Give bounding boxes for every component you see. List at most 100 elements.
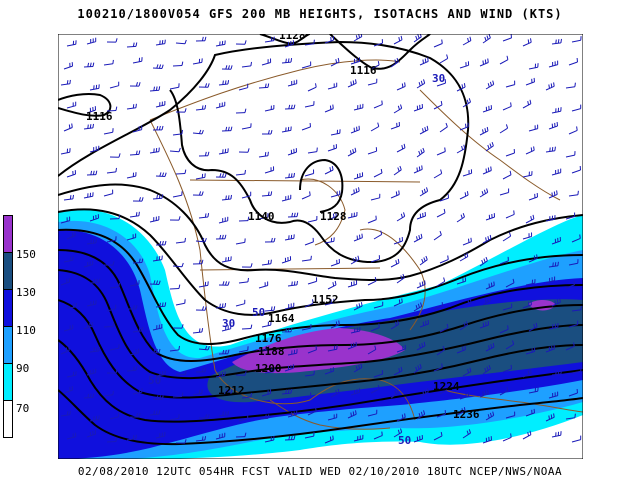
wind-barb-flag xyxy=(224,349,227,354)
wind-barb xyxy=(60,414,70,417)
wind-barb-flag xyxy=(288,173,290,178)
wind-barb-flag xyxy=(381,431,383,436)
wind-barb-flag xyxy=(463,322,466,327)
wind-barb-flag xyxy=(227,195,230,200)
wind-barb-flag xyxy=(293,104,296,109)
wind-barb xyxy=(304,173,314,177)
wind-barb-flag xyxy=(560,369,562,374)
wind-barb xyxy=(551,172,561,176)
wind-barb-flag xyxy=(489,234,492,240)
wind-barb xyxy=(66,436,76,440)
wind-barb-flag xyxy=(427,388,429,393)
wind-barb-flag xyxy=(419,344,421,349)
wind-barb-flag xyxy=(418,413,421,418)
wind-barb xyxy=(126,237,136,241)
wind-barb-flag xyxy=(135,305,138,310)
wind-barb-flag xyxy=(335,390,338,395)
wind-barb-flag xyxy=(378,323,380,328)
wind-barb-flag xyxy=(184,39,187,44)
wind-barb-flag xyxy=(417,303,420,308)
contour-1116-nw xyxy=(58,92,112,117)
wind-barb xyxy=(413,305,422,312)
wind-barb-flag xyxy=(529,99,532,104)
wind-barb-flag xyxy=(486,297,489,302)
wind-barb xyxy=(301,327,311,331)
wind-barb xyxy=(129,215,139,218)
wind-barb-flag xyxy=(204,105,207,110)
wind-barb-flag xyxy=(418,166,421,171)
wind-barb xyxy=(169,417,179,421)
wind-barb-flag xyxy=(358,303,361,308)
wind-barb xyxy=(241,126,251,130)
wind-barb-flag xyxy=(270,259,272,264)
wind-barb xyxy=(60,83,70,86)
contour-1140 xyxy=(58,40,470,264)
wind-barb-flag xyxy=(485,168,487,173)
wind-barb xyxy=(459,395,469,400)
wind-barb-flag xyxy=(184,370,187,375)
wind-barb-flag xyxy=(221,303,224,308)
wind-barb xyxy=(327,86,337,90)
scale-swatch-110 xyxy=(3,289,13,327)
wind-barb-flag xyxy=(288,104,291,109)
wind-barb xyxy=(132,330,142,333)
wind-barb xyxy=(304,302,314,308)
wind-barb xyxy=(433,172,442,179)
contour-1176 xyxy=(58,228,583,345)
wind-barb xyxy=(528,196,538,201)
wind-barb-flag xyxy=(467,37,470,43)
wind-barb-flag xyxy=(287,327,290,332)
wind-barb-flag xyxy=(401,414,404,419)
wind-barb xyxy=(149,89,160,92)
wind-barb-flag xyxy=(553,413,555,418)
wind-barb xyxy=(63,389,73,394)
wind-barb-flag xyxy=(329,436,332,441)
wind-barb-flag xyxy=(178,345,180,350)
wind-barb xyxy=(502,105,512,111)
wind-barb xyxy=(129,283,139,287)
wind-barb-flag xyxy=(112,59,114,64)
wind-barb-flag xyxy=(71,123,73,128)
wind-barb xyxy=(416,215,426,220)
wind-barb xyxy=(545,218,555,222)
wind-barb-flag xyxy=(138,82,141,87)
wind-barb xyxy=(258,285,268,289)
wind-barb-flag xyxy=(421,258,424,263)
wind-barb xyxy=(195,240,206,243)
wind-barb-flag xyxy=(396,57,399,62)
wind-barb-flag xyxy=(556,299,559,304)
wind-barb xyxy=(456,148,466,154)
wind-barb xyxy=(505,415,515,419)
isotach-label-30-n: 30 xyxy=(432,72,445,85)
wind-barb xyxy=(436,212,446,218)
wind-barb xyxy=(459,256,469,262)
wind-barb xyxy=(568,61,578,66)
wind-barb xyxy=(264,40,274,43)
wind-barb xyxy=(419,190,428,197)
wind-barb xyxy=(459,194,469,200)
wind-barb-flag xyxy=(417,34,420,39)
contour-1164 xyxy=(58,208,583,316)
wind-barb-flag xyxy=(201,130,204,135)
wind-barb-flag xyxy=(204,36,207,41)
wind-barb xyxy=(132,262,143,264)
wind-barb xyxy=(505,84,515,88)
wind-barb-flag xyxy=(156,125,159,131)
wind-barb-flag xyxy=(227,80,230,85)
wind-barb xyxy=(301,65,311,69)
wind-barb xyxy=(221,328,231,332)
wind-barb xyxy=(436,280,445,287)
wind-barb xyxy=(347,283,357,288)
wind-barb-flag xyxy=(463,407,466,412)
wind-barb-flag xyxy=(548,84,550,89)
wind-barb-flag xyxy=(487,236,490,241)
wind-barb-flag xyxy=(536,254,538,259)
wind-barb xyxy=(235,173,245,176)
wind-barb-flag xyxy=(158,395,162,400)
wind-barb-flag xyxy=(424,126,427,132)
wind-barb-flag xyxy=(398,367,401,373)
wind-barb-flag xyxy=(361,233,363,238)
wind-barb xyxy=(86,433,96,438)
wind-barb-flag xyxy=(247,216,250,221)
weather-map: 1128 1116 1116 1140 1128 1152 1164 1176 … xyxy=(58,34,583,459)
